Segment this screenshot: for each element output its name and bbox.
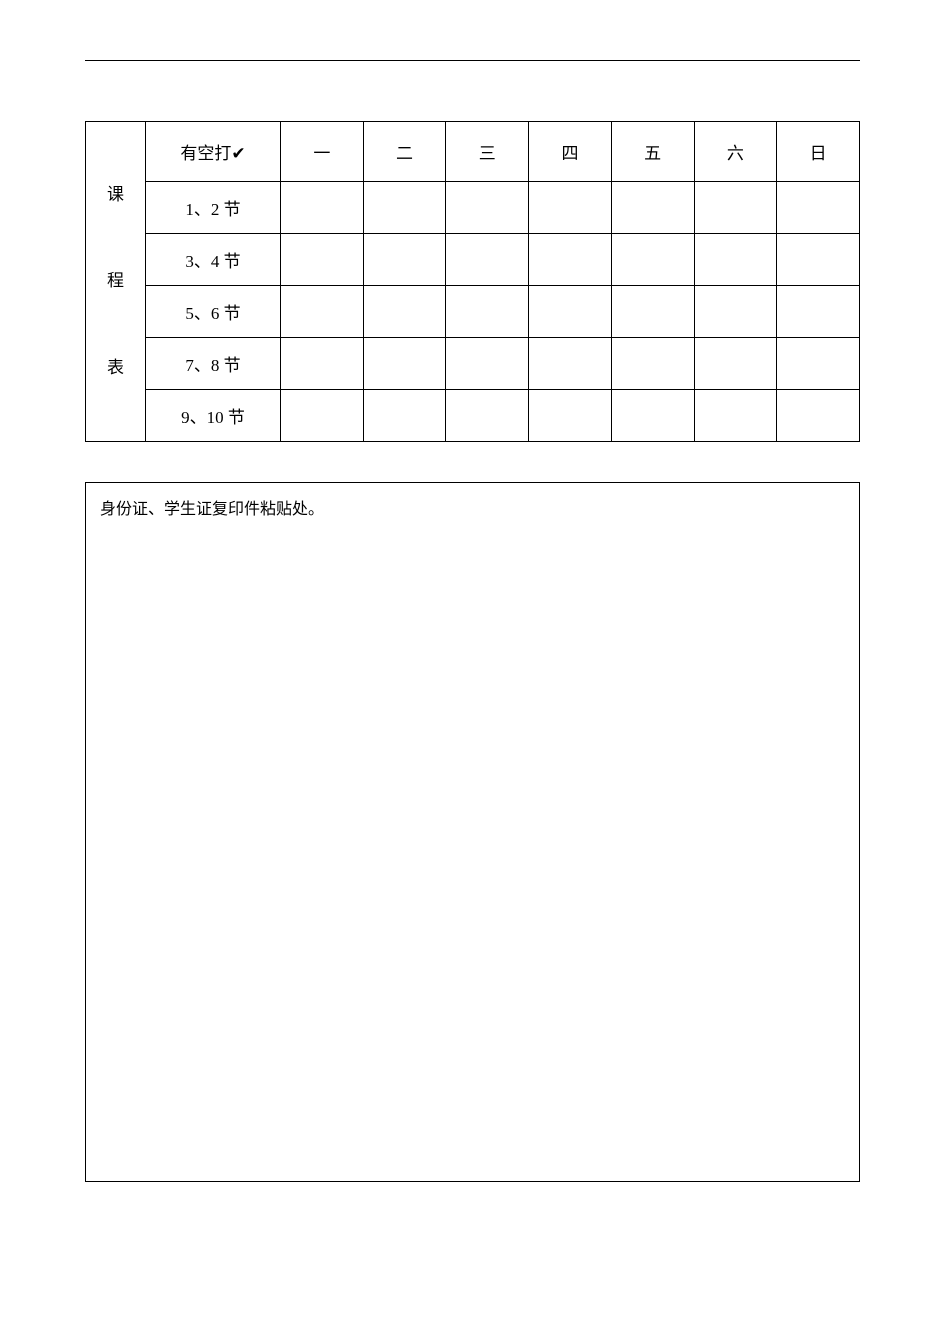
- side-label-char: 表: [86, 358, 145, 378]
- schedule-cell[interactable]: [694, 234, 777, 286]
- schedule-row: 1、2 节: [86, 182, 860, 234]
- schedule-cell[interactable]: [281, 286, 364, 338]
- schedule-cell[interactable]: [446, 234, 529, 286]
- schedule-cell[interactable]: [363, 286, 446, 338]
- header-day: 四: [529, 122, 612, 182]
- page-container: 课 程 表 有空打✔ 一 二 三 四 五 六 日 1、2 节 3、4: [0, 0, 945, 1242]
- schedule-cell[interactable]: [446, 182, 529, 234]
- schedule-cell[interactable]: [694, 286, 777, 338]
- schedule-cell[interactable]: [446, 338, 529, 390]
- schedule-cell[interactable]: [281, 182, 364, 234]
- schedule-cell[interactable]: [777, 390, 860, 442]
- schedule-cell[interactable]: [777, 182, 860, 234]
- schedule-cell[interactable]: [363, 390, 446, 442]
- side-label-char: 程: [86, 271, 145, 291]
- attachment-box: 身份证、学生证复印件粘贴处。: [85, 482, 860, 1182]
- schedule-cell[interactable]: [529, 390, 612, 442]
- schedule-cell[interactable]: [529, 234, 612, 286]
- period-label: 3、4 节: [146, 234, 281, 286]
- period-label: 5、6 节: [146, 286, 281, 338]
- schedule-cell[interactable]: [363, 182, 446, 234]
- header-day: 日: [777, 122, 860, 182]
- schedule-cell[interactable]: [529, 286, 612, 338]
- period-label: 9、10 节: [146, 390, 281, 442]
- schedule-cell[interactable]: [529, 182, 612, 234]
- schedule-table: 课 程 表 有空打✔ 一 二 三 四 五 六 日 1、2 节 3、4: [85, 121, 860, 442]
- schedule-side-label: 课 程 表: [86, 122, 146, 442]
- attachment-label: 身份证、学生证复印件粘贴处。: [100, 501, 324, 518]
- schedule-cell[interactable]: [777, 234, 860, 286]
- header-day: 二: [363, 122, 446, 182]
- schedule-row: 9、10 节: [86, 390, 860, 442]
- schedule-cell[interactable]: [363, 338, 446, 390]
- schedule-cell[interactable]: [694, 338, 777, 390]
- schedule-cell[interactable]: [363, 234, 446, 286]
- header-day: 三: [446, 122, 529, 182]
- top-rule: [85, 60, 860, 61]
- schedule-cell: [611, 286, 694, 338]
- period-label: 1、2 节: [146, 182, 281, 234]
- header-day: 五: [611, 122, 694, 182]
- schedule-row: 7、8 节: [86, 338, 860, 390]
- schedule-cell[interactable]: [611, 338, 694, 390]
- schedule-cell[interactable]: [777, 286, 860, 338]
- schedule-row: 3、4 节: [86, 234, 860, 286]
- schedule-cell[interactable]: [694, 390, 777, 442]
- schedule-row: 5、6 节: [86, 286, 860, 338]
- schedule-cell[interactable]: [529, 338, 612, 390]
- schedule-cell[interactable]: [611, 182, 694, 234]
- schedule-cell[interactable]: [446, 286, 529, 338]
- side-label-char: 课: [86, 185, 145, 205]
- header-day: 六: [694, 122, 777, 182]
- schedule-cell[interactable]: [611, 234, 694, 286]
- schedule-cell[interactable]: [611, 390, 694, 442]
- schedule-cell[interactable]: [694, 182, 777, 234]
- schedule-cell[interactable]: [281, 234, 364, 286]
- schedule-header-row: 课 程 表 有空打✔ 一 二 三 四 五 六 日: [86, 122, 860, 182]
- schedule-cell[interactable]: [777, 338, 860, 390]
- schedule-cell[interactable]: [281, 338, 364, 390]
- period-label: 7、8 节: [146, 338, 281, 390]
- header-row-label: 有空打✔: [146, 122, 281, 182]
- header-day: 一: [281, 122, 364, 182]
- schedule-cell[interactable]: [281, 390, 364, 442]
- schedule-cell[interactable]: [446, 390, 529, 442]
